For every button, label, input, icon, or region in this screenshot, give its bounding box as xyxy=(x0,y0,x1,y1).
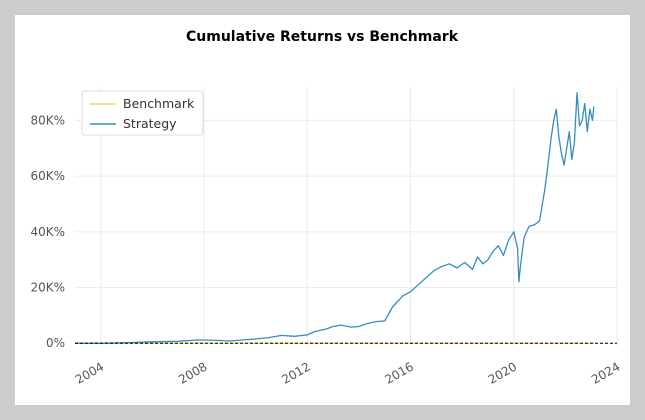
x-tick-label: 2012 xyxy=(279,359,312,386)
y-tick-label: 40K% xyxy=(30,225,65,239)
x-tick-label: 2004 xyxy=(73,359,106,386)
y-tick-label: 80K% xyxy=(30,113,65,127)
axes: 0% 20K% 40K% 60K% 80K% 2004 2008 2012 2016 2020 20… xyxy=(30,113,622,386)
y-tick-label: 0% xyxy=(46,336,65,350)
legend-entry-benchmark: Benchmark xyxy=(123,96,195,111)
chart-title: Cumulative Returns vs Benchmark xyxy=(186,29,459,45)
x-tick-label: 2016 xyxy=(383,359,416,386)
y-tick-label: 20K% xyxy=(30,281,65,295)
y-tick-label: 60K% xyxy=(30,169,65,183)
legend: Benchmark Strategy xyxy=(81,90,204,136)
chart-panel: Cumulative Returns vs Benchmark 0% 20K% 40… xyxy=(15,15,630,405)
x-tick-label: 2008 xyxy=(176,359,209,386)
x-tick-label: 2020 xyxy=(486,359,519,386)
x-tick-label: 2024 xyxy=(589,359,622,386)
chart: Cumulative Returns vs Benchmark 0% 20K% 40… xyxy=(30,29,622,387)
series-line-strategy xyxy=(75,91,595,344)
series-area xyxy=(75,91,617,344)
legend-entry-strategy: Strategy xyxy=(123,116,177,131)
